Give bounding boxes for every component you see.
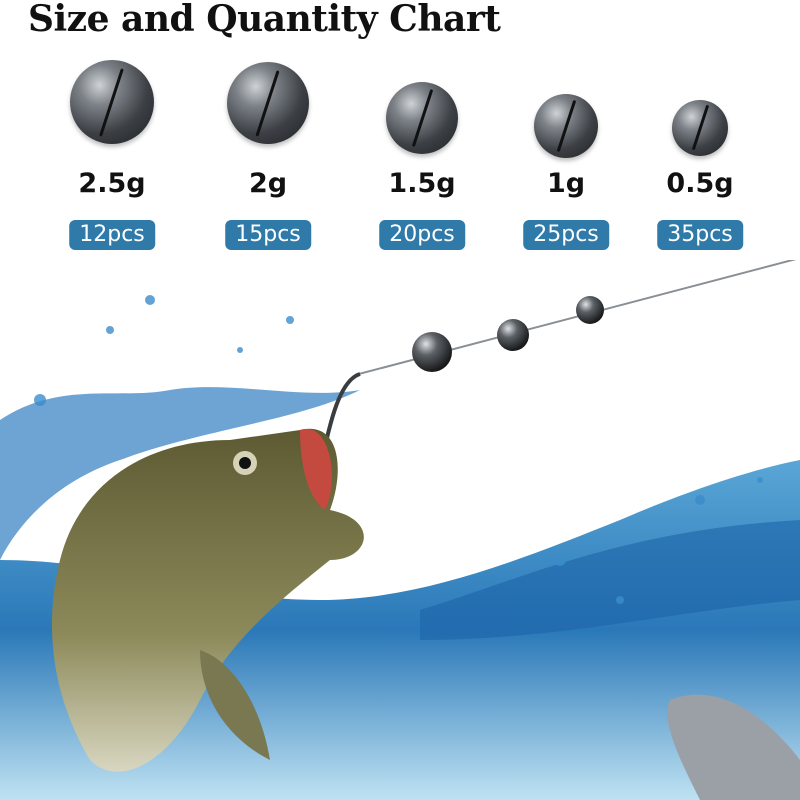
size-item-1g: 1g 25pcs: [496, 60, 636, 250]
fishing-line-with-sinkers: [289, 260, 797, 497]
quantity-badge: 35pcs: [657, 220, 743, 250]
bass-fish: [51, 428, 364, 772]
sinker-image: [227, 62, 309, 144]
size-item-2g: 2g 15pcs: [198, 60, 338, 250]
weight-label: 2g: [248, 168, 288, 199]
sinker-image: [70, 60, 154, 144]
quantity-badge: 20pcs: [379, 220, 465, 250]
sinker-image: [386, 82, 458, 154]
weight-label: 2.5g: [78, 168, 146, 199]
quantity-badge: 12pcs: [69, 220, 155, 250]
chart-title: Size and Quantity Chart: [28, 0, 501, 40]
quantity-badge: 25pcs: [523, 220, 609, 250]
fishing-scene-illustration: [0, 260, 800, 800]
water-splash: [0, 295, 800, 800]
small-fish: [667, 694, 800, 800]
weight-label: 1g: [546, 168, 586, 199]
quantity-badge: 15pcs: [225, 220, 311, 250]
size-item-1-5g: 1.5g 20pcs: [352, 60, 492, 250]
weight-label: 1.5g: [388, 168, 456, 199]
sinker-image: [672, 100, 728, 156]
weight-label: 0.5g: [666, 168, 734, 199]
size-item-0-5g: 0.5g 35pcs: [630, 60, 770, 250]
sinker-image: [534, 94, 598, 158]
size-item-2-5g: 2.5g 12pcs: [42, 60, 182, 250]
